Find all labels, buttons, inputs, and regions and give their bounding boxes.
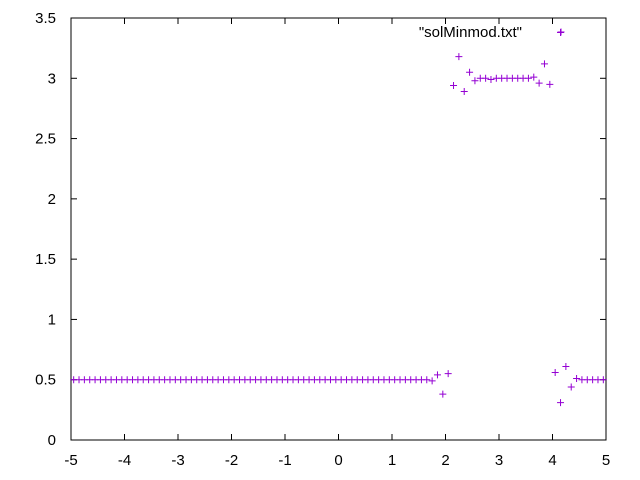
data-point <box>530 73 538 81</box>
data-point <box>466 68 474 76</box>
data-point <box>562 362 570 370</box>
y-tick-label: 2 <box>48 191 56 208</box>
legend-marker <box>557 28 565 36</box>
data-point <box>573 375 581 383</box>
data-point <box>450 82 458 90</box>
x-axis-ticks: -5 -4 -3 -2 -1 0 1 2 3 4 5 <box>64 18 610 469</box>
data-point <box>524 74 532 82</box>
x-tick-label: 2 <box>441 452 449 469</box>
y-tick-label: 1.5 <box>35 251 56 268</box>
data-point <box>460 88 468 96</box>
data-point <box>444 370 452 378</box>
data-point <box>599 376 607 384</box>
x-tick-label: 0 <box>334 452 342 469</box>
data-point <box>535 79 543 87</box>
x-tick-label: -1 <box>278 452 291 469</box>
data-point <box>557 399 565 407</box>
data-point <box>433 371 441 379</box>
data-point <box>428 377 436 385</box>
data-points <box>70 28 607 407</box>
x-tick-label: -4 <box>118 452 131 469</box>
data-point <box>567 383 575 391</box>
data-point <box>546 80 554 88</box>
y-tick-label: 3.5 <box>35 10 56 27</box>
x-tick-label: 4 <box>548 452 556 469</box>
legend: "solMinmod.txt" <box>419 24 565 41</box>
y-tick-label: 0 <box>48 432 56 449</box>
legend-label: "solMinmod.txt" <box>419 24 522 41</box>
y-tick-label: 1 <box>48 311 56 328</box>
x-tick-label: -3 <box>171 452 184 469</box>
x-tick-label: 3 <box>495 452 503 469</box>
y-tick-label: 2.5 <box>35 131 56 148</box>
x-tick-label: 1 <box>388 452 396 469</box>
data-point <box>455 53 463 61</box>
plot-axes <box>70 17 607 441</box>
data-point <box>423 376 431 384</box>
data-point <box>540 60 548 68</box>
data-point <box>551 368 559 376</box>
legend-marker-plus <box>557 28 565 36</box>
y-tick-label: 0.5 <box>35 372 56 389</box>
data-point <box>487 75 495 83</box>
x-tick-label: -2 <box>225 452 238 469</box>
data-point <box>439 390 447 398</box>
y-axis-ticks: 0 0.5 1 1.5 2 2.5 3 3.5 <box>35 10 606 449</box>
y-tick-label: 3 <box>48 70 56 87</box>
data-point <box>471 77 479 85</box>
x-tick-label: -5 <box>64 452 77 469</box>
data-point <box>482 74 490 82</box>
plot-frame <box>70 17 607 441</box>
x-tick-label: 5 <box>602 452 610 469</box>
